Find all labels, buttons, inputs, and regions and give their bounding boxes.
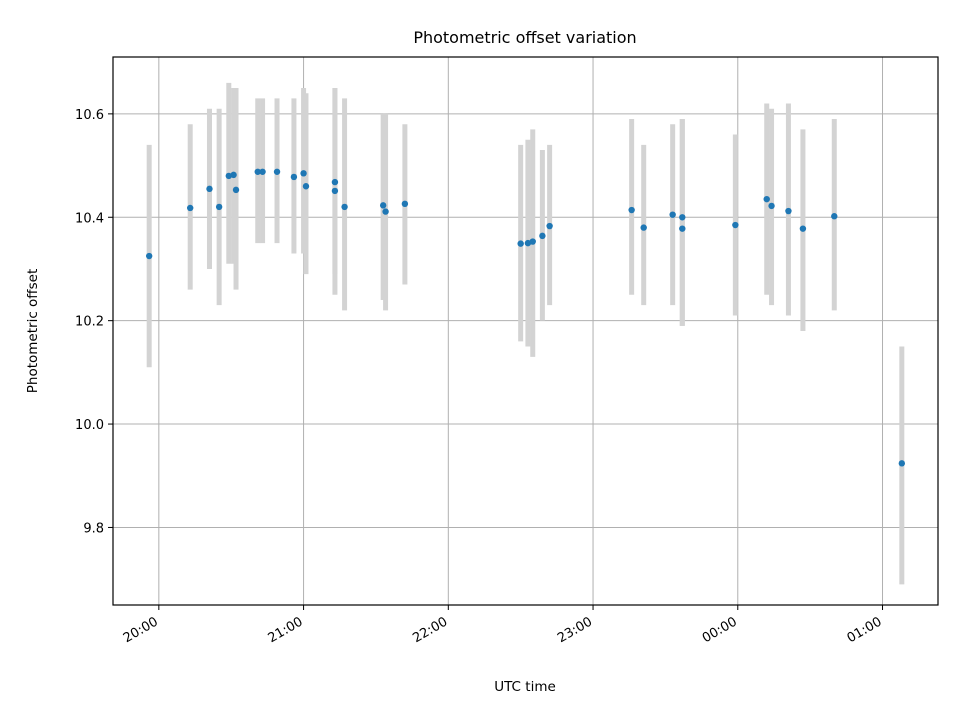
data-point [401, 200, 409, 208]
data-point [232, 186, 240, 194]
y-tick-label: 10.0 [75, 418, 104, 433]
data-point [259, 168, 266, 175]
data-point [206, 185, 213, 193]
data-point [679, 225, 686, 232]
data-point [785, 207, 792, 215]
data-point [539, 232, 546, 240]
data-point [669, 211, 676, 218]
data-points [145, 168, 906, 467]
data-point [254, 168, 261, 175]
chart-title: Photometric offset variation [413, 28, 636, 47]
data-point [186, 204, 194, 212]
plot-frame [112, 56, 939, 606]
x-axis-label: UTC time [494, 679, 556, 695]
y-tick-label: 9.8 [83, 521, 104, 536]
data-point [898, 460, 906, 467]
data-point [763, 195, 770, 203]
data-point [831, 213, 838, 220]
data-point [302, 183, 310, 190]
y-tick-label: 10.4 [75, 211, 104, 226]
y-axis-ticks: 9.8 10.0 10.2 10.4 10.6 [75, 108, 113, 536]
data-point [300, 170, 307, 177]
data-point [524, 239, 532, 247]
data-point [230, 171, 237, 179]
data-point [145, 252, 153, 260]
data-point [341, 203, 348, 211]
y-axis-label: Photometric offset [25, 269, 41, 393]
data-point [768, 202, 775, 210]
y-tick-label: 10.6 [75, 108, 104, 123]
data-point [273, 168, 281, 175]
data-point [640, 224, 647, 231]
data-point [331, 178, 339, 186]
data-point [517, 240, 524, 247]
data-point [290, 173, 298, 181]
data-point [732, 221, 739, 229]
data-point [529, 238, 536, 245]
data-point [628, 206, 635, 214]
data-point [225, 172, 232, 180]
data-point [379, 202, 387, 209]
data-point [546, 222, 553, 230]
data-point [799, 225, 807, 232]
data-point [215, 203, 223, 211]
y-tick-label: 10.2 [75, 315, 104, 330]
data-point [331, 187, 339, 195]
data-point [382, 208, 389, 215]
data-point [679, 214, 686, 221]
